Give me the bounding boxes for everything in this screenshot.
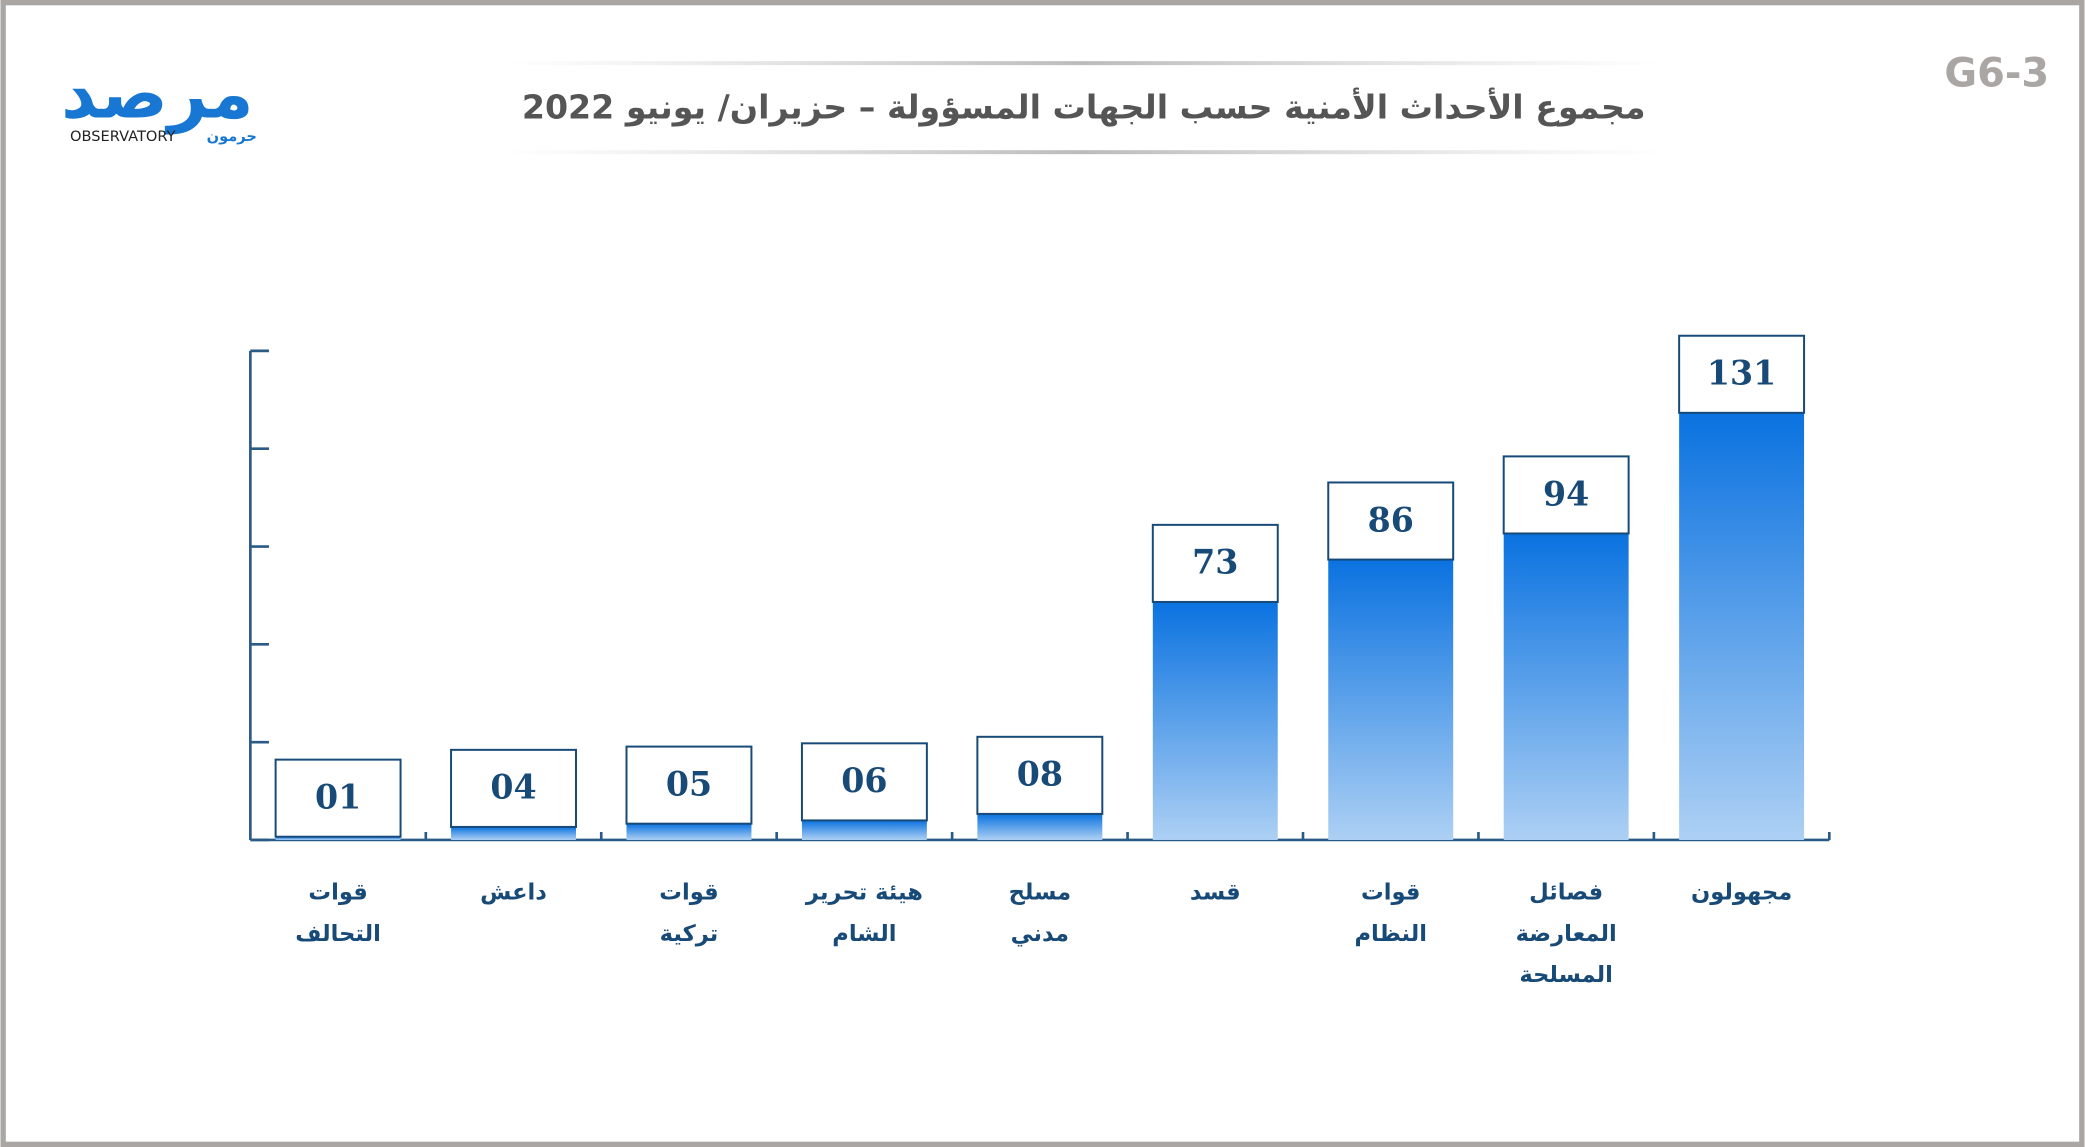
value-box xyxy=(274,758,402,838)
bar xyxy=(977,813,1103,840)
value-label: 01 xyxy=(315,778,361,817)
x-tick-label: تركية xyxy=(660,921,719,947)
value-box xyxy=(1327,481,1455,561)
bar xyxy=(1503,533,1629,840)
value-label: 131 xyxy=(1707,354,1776,393)
value-box xyxy=(450,748,577,828)
x-tick-label: فصائل xyxy=(1529,880,1603,906)
page-label: G6-3 xyxy=(1944,50,2049,96)
x-tick-label: المسلحة xyxy=(1519,962,1613,988)
x-tick-label: قوات xyxy=(659,880,718,906)
logo: مرصد OBSERVATORY حرمون xyxy=(61,54,257,145)
bar xyxy=(801,820,927,840)
bar xyxy=(626,823,752,840)
x-tick-label: هيئة تحرير xyxy=(805,880,923,906)
x-tick-label: مجهولون xyxy=(1691,880,1792,906)
x-tick-label: النظام xyxy=(1354,921,1426,947)
bar xyxy=(1152,601,1278,840)
bar xyxy=(1328,559,1454,840)
chart-title: مجموع الأحداث الأمنية حسب الجهات المسؤول… xyxy=(522,86,1646,127)
value-box xyxy=(625,745,753,825)
bar xyxy=(451,826,576,840)
x-tick-label: قسد xyxy=(1190,880,1241,906)
value-box xyxy=(1502,455,1630,535)
value-label: 08 xyxy=(1017,755,1063,794)
x-tick-label: قوات xyxy=(1361,880,1420,906)
value-label: 86 xyxy=(1368,500,1414,539)
value-label: 73 xyxy=(1192,543,1238,582)
x-tick-label: التحالف xyxy=(295,921,381,947)
x-tick-label: مسلح xyxy=(1009,880,1071,906)
title-rule xyxy=(505,150,1662,155)
bar xyxy=(1679,412,1805,840)
value-label: 04 xyxy=(490,768,536,807)
title-rule xyxy=(505,61,1662,66)
x-tick-label: داعش xyxy=(480,880,547,906)
value-box xyxy=(976,735,1104,815)
value-box xyxy=(1151,523,1279,603)
value-label: 94 xyxy=(1543,474,1589,513)
x-tick-label: قوات xyxy=(308,880,367,906)
value-box xyxy=(1678,334,1806,414)
logo-latin: OBSERVATORY xyxy=(70,128,176,145)
logo-main: مرصد xyxy=(61,54,253,134)
bar xyxy=(275,836,401,840)
value-box xyxy=(800,742,928,822)
x-tick-label: المعارضة xyxy=(1516,921,1617,947)
x-tick-label: مدني xyxy=(1011,921,1069,947)
x-tick-label: الشام xyxy=(832,921,896,947)
logo-sub: حرمون xyxy=(207,128,257,145)
value-label: 06 xyxy=(841,761,887,800)
value-label: 05 xyxy=(666,764,712,803)
